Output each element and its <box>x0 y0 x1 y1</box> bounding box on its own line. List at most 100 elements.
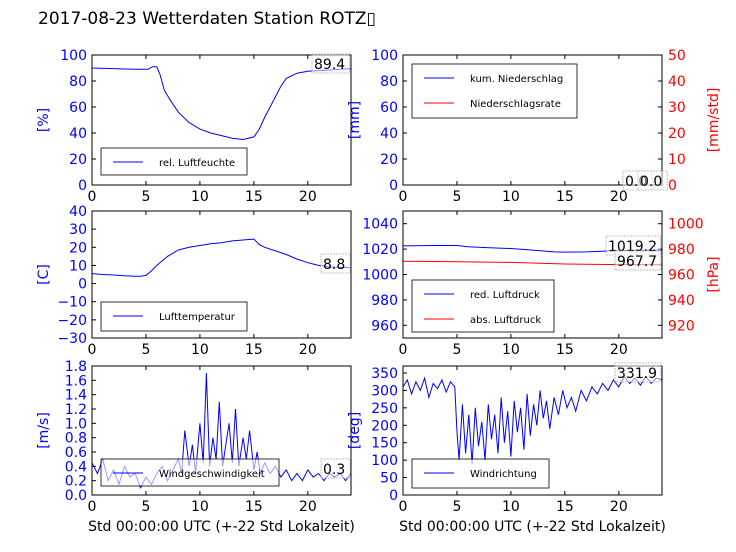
chart-panel-precipitation: 0 5 10 15 20 0 20 40 60 80 100 0 10 20 30 40 50 [mm/std] [… <box>347 48 722 205</box>
y-tick-label: 0 <box>389 178 398 194</box>
x-tick-label: 20 <box>610 499 628 515</box>
y-right-tick-label: 10 <box>668 152 686 168</box>
x-tick-label: 5 <box>141 342 150 358</box>
legend-entry: Niederschlagsrate <box>470 99 561 110</box>
x-tick-label: 5 <box>141 499 150 515</box>
x-tick-label: 10 <box>502 342 520 358</box>
y-axis-label: [deg] <box>347 412 363 449</box>
plot-frame <box>402 365 663 496</box>
y-tick-label: 0.0 <box>65 488 87 504</box>
y-right-tick-label: 1000 <box>668 217 704 233</box>
y-axis-label: [mm] <box>347 101 363 139</box>
y-tick-label: −10 <box>57 295 87 311</box>
x-tick-label: 20 <box>610 189 628 205</box>
x-axis-label: Std 00:00:00 UTC (+-22 Std Lokalzeit) <box>399 519 666 535</box>
x-tick-label: 0 <box>88 189 97 205</box>
y-tick-label: 1.0 <box>65 416 87 432</box>
legend: rel. Luftfeuchte <box>100 147 248 176</box>
legend-entry: Lufttemperatur <box>159 312 236 323</box>
x-tick-label: 5 <box>141 189 150 205</box>
x-tick-label: 10 <box>191 189 209 205</box>
y-right-tick-label: 980 <box>668 242 695 258</box>
y-right-tick-label: 920 <box>668 318 695 334</box>
x-tick-label: 20 <box>610 342 628 358</box>
value-annotation: 331.9 <box>617 366 657 382</box>
legend: Windgeschwindigkeit <box>100 458 280 487</box>
y-right-tick-label: 960 <box>668 268 695 284</box>
figure-title: 2017-08-23 Wetterdaten Station ROTZ▯ <box>38 9 376 29</box>
y-right-axis-label: [hPa] <box>706 256 722 292</box>
y-tick-label: 20 <box>69 240 87 256</box>
value-annotation-box <box>320 253 351 274</box>
y-tick-label: 960 <box>371 318 398 334</box>
y-tick-label: 100 <box>371 453 398 469</box>
y-right-tick-label: 40 <box>668 74 686 90</box>
y-tick-label: 1020 <box>362 242 398 258</box>
x-tick-label: 15 <box>556 342 574 358</box>
y-right-tick-label: 20 <box>668 126 686 142</box>
y-right-tick-label: 30 <box>668 100 686 116</box>
y-tick-label: 200 <box>371 418 398 434</box>
value-annotation: 0.0 <box>640 174 662 190</box>
value-annotation: 8.8 <box>323 257 345 273</box>
y-tick-label: 20 <box>69 152 87 168</box>
legend: kum. Niederschlag Niederschlagsrate <box>411 63 578 119</box>
y-tick-label: 40 <box>380 126 398 142</box>
x-tick-label: 15 <box>245 342 263 358</box>
x-tick-label: 15 <box>245 499 263 515</box>
y-tick-label: 0.8 <box>65 431 87 447</box>
y-right-tick-label: 940 <box>668 293 695 309</box>
x-tick-label: 20 <box>299 342 317 358</box>
x-tick-label: 5 <box>452 499 461 515</box>
value-annotation: 967.7 <box>617 254 657 270</box>
y-axis-label: [%] <box>36 108 52 132</box>
x-tick-label: 0 <box>399 189 408 205</box>
legend-frame <box>411 63 578 119</box>
y-tick-label: 20 <box>380 152 398 168</box>
y-tick-label: 1.6 <box>65 373 87 389</box>
y-tick-label: 60 <box>69 100 87 116</box>
y-tick-label: 80 <box>69 74 87 90</box>
y-tick-label: 1.8 <box>65 359 87 375</box>
y-tick-label: 0.6 <box>65 445 87 461</box>
y-tick-label: −20 <box>57 313 87 329</box>
y-right-axis-label: [mm/std] <box>706 88 722 153</box>
x-tick-label: 10 <box>502 189 520 205</box>
x-tick-label: 0 <box>399 499 408 515</box>
y-tick-label: 100 <box>371 48 398 64</box>
series-line <box>91 66 352 141</box>
y-tick-label: −30 <box>57 331 87 347</box>
chart-panel-temperature: 0 5 10 15 20 −30 −20 −10 0 10 20 30 40 [C] Lufttempera… <box>36 204 352 358</box>
x-tick-label: 0 <box>399 342 408 358</box>
x-tick-label: 0 <box>88 499 97 515</box>
x-tick-label: 10 <box>502 499 520 515</box>
y-tick-label: 1040 <box>362 217 398 233</box>
y-tick-label: 350 <box>371 366 398 382</box>
y-tick-label: 150 <box>371 436 398 452</box>
x-tick-label: 5 <box>452 342 461 358</box>
chart-panel-humidity: 0 5 10 15 20 0 20 40 60 80 100 [%] rel. Luftfeuchte 8… <box>36 48 352 205</box>
value-annotation: 0.3 <box>323 462 345 478</box>
legend-entry: red. Luftdruck <box>470 290 540 301</box>
y-tick-label: 60 <box>380 100 398 116</box>
y-tick-label: 50 <box>380 471 398 487</box>
chart-panel-pressure: 0 5 10 15 20 960 980 1000 1020 1040 920 940 960 980 10… <box>362 210 722 358</box>
chart-panel-wind-speed: 0 5 10 15 20 0.00.20.40.60.81.01.21.41.61.8 [m… <box>36 359 355 535</box>
legend: Lufttemperatur <box>100 301 248 332</box>
y-tick-label: 300 <box>371 383 398 399</box>
series-line <box>91 238 352 277</box>
legend-frame <box>411 279 555 333</box>
value-annotation-box <box>614 362 662 383</box>
y-tick-label: 0 <box>78 178 87 194</box>
y-axis-label: [C] <box>36 264 52 285</box>
legend: Windrichtung <box>411 458 550 489</box>
plot-frame <box>402 54 663 186</box>
x-tick-label: 20 <box>299 499 317 515</box>
plot-frame <box>91 54 352 186</box>
legend-entry: kum. Niederschlag <box>470 74 563 85</box>
x-tick-label: 10 <box>191 499 209 515</box>
y-tick-label: 0 <box>78 277 87 293</box>
y-tick-label: 80 <box>380 74 398 90</box>
y-tick-label: 250 <box>371 401 398 417</box>
value-annotation-box <box>311 53 350 74</box>
